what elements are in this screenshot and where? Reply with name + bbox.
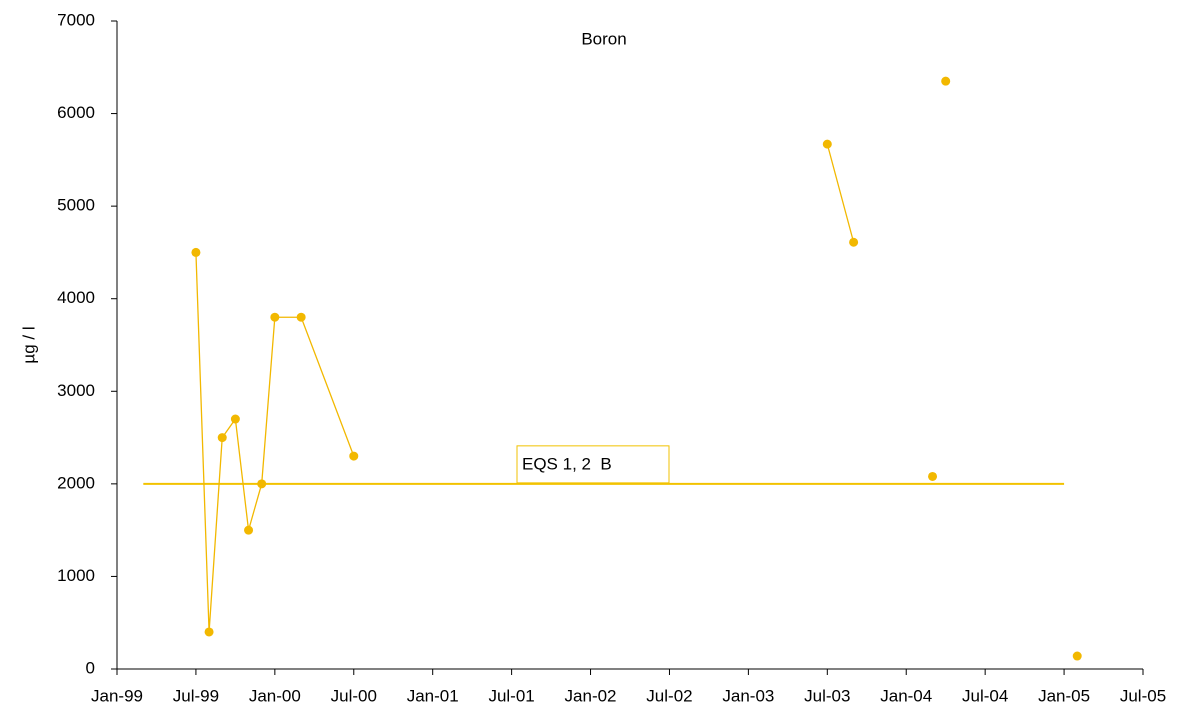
data-point <box>230 414 240 424</box>
line-series <box>826 143 855 243</box>
x-tick-label: Jan-04 <box>880 686 932 705</box>
data-point <box>257 479 267 489</box>
data-point <box>244 525 254 535</box>
y-tick-label: 0 <box>86 658 95 677</box>
y-tick-label: 1000 <box>57 566 95 585</box>
y-tick-label: 5000 <box>57 196 95 215</box>
x-tick-label: Jan-05 <box>1038 686 1090 705</box>
y-tick-label: 6000 <box>57 103 95 122</box>
data-point <box>849 237 859 247</box>
x-tick-label: Jul-03 <box>804 686 850 705</box>
y-tick-label: 7000 <box>57 10 95 29</box>
x-tick-label: Jan-03 <box>722 686 774 705</box>
x-tick-label: Jul-00 <box>331 686 377 705</box>
y-axis-label: µg / l <box>19 326 38 363</box>
x-tick-label: Jul-01 <box>488 686 534 705</box>
x-tick-label: Jul-99 <box>173 686 219 705</box>
y-tick-label: 4000 <box>57 288 95 307</box>
data-point <box>822 139 832 149</box>
data-point <box>296 312 306 322</box>
data-point <box>270 312 280 322</box>
data-point <box>1072 651 1082 661</box>
data-point <box>191 247 201 257</box>
x-tick-label: Jul-02 <box>646 686 692 705</box>
data-point <box>941 76 951 86</box>
y-tick-label: 2000 <box>57 473 95 492</box>
x-tick-label: Jan-99 <box>91 686 143 705</box>
x-tick-label: Jan-00 <box>249 686 301 705</box>
x-tick-label: Jul-04 <box>962 686 1008 705</box>
data-point <box>217 433 227 443</box>
x-tick-label: Jan-01 <box>407 686 459 705</box>
line-series <box>195 252 355 633</box>
reference-label-box <box>516 445 670 484</box>
chart-title: Boron <box>581 29 626 48</box>
x-tick-label: Jan-02 <box>565 686 617 705</box>
data-point <box>928 471 938 481</box>
x-tick-label: Jul-05 <box>1120 686 1166 705</box>
y-tick-label: 3000 <box>57 381 95 400</box>
data-point <box>349 451 359 461</box>
data-point <box>204 627 214 637</box>
reference-label: EQS 1, 2 B <box>522 454 612 473</box>
